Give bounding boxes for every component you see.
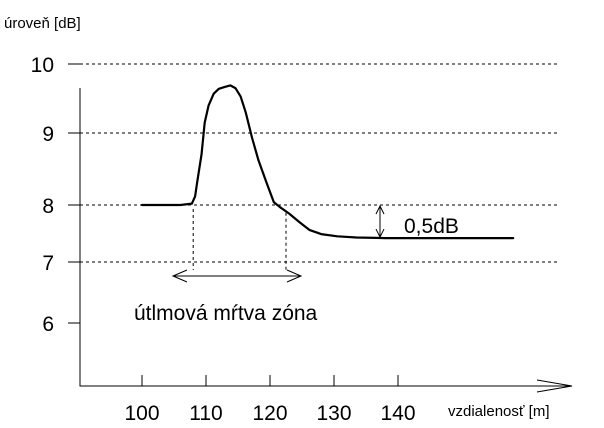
dead-zone-arrow-right-icon	[286, 269, 303, 283]
y-tick-label: 9	[42, 123, 54, 146]
level-diff-label: 0,5dB	[404, 215, 459, 238]
y-axis-label: úroveň [dB]	[4, 15, 81, 32]
dead-zone-arrow-left-icon	[171, 269, 188, 283]
axis-lines	[79, 88, 572, 387]
x-tick-label: 130	[316, 402, 351, 425]
y-tick-label: 10	[31, 54, 54, 77]
x-axis-arrow-icon	[536, 379, 573, 393]
series	[140, 84, 515, 240]
series-line	[140, 84, 515, 240]
dead-zone-label: útlmová mŕtva zóna	[134, 302, 318, 325]
tick-labels: 10 9 8 7 6 100 110 120 130 140	[31, 54, 416, 425]
x-tick-label: 120	[252, 402, 287, 425]
level-diff-arrow-down-icon	[375, 228, 385, 239]
x-tick-label: 100	[124, 402, 159, 425]
y-tick-label: 6	[42, 313, 54, 336]
x-axis-label: vzdialenosť [m]	[448, 403, 550, 420]
annotations: 0,5dB útlmová mŕtva zóna	[134, 204, 459, 325]
y-tick-label: 8	[42, 195, 54, 218]
y-tick-label: 7	[42, 252, 54, 275]
level-diff-arrow-up-icon	[375, 204, 385, 215]
grid-lines	[80, 63, 560, 263]
axes	[79, 88, 573, 393]
x-tick-label: 140	[380, 402, 415, 425]
x-tick-label: 110	[189, 402, 222, 425]
